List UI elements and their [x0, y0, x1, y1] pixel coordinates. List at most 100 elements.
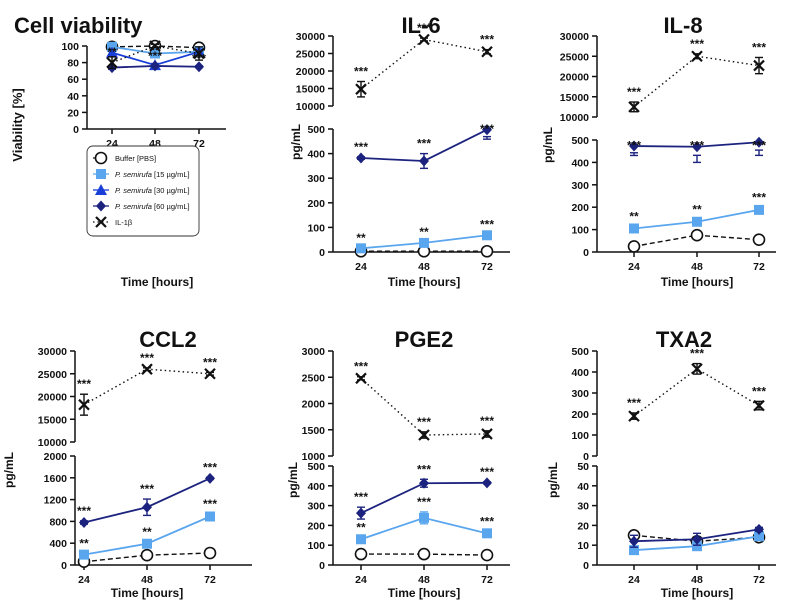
- panel-pge2-y-tick-label: 200: [307, 520, 325, 532]
- panel-il-6-significance-label: ***: [480, 122, 494, 136]
- panel-ccl2-il1b-point: [78, 398, 90, 411]
- panel-il-6-x-tick-label: 48: [418, 261, 430, 273]
- panel-txa2-y-tick-label: 50: [577, 461, 589, 473]
- panel-pge2-y-tick-label: 2000: [302, 399, 326, 411]
- panel-txa2-significance-label: ***: [690, 347, 704, 361]
- panel-pge2-il1b-line: [360, 377, 488, 436]
- panel-il-8-y-tick-label: 200: [571, 202, 589, 214]
- panel-il-8-significance-label: ***: [690, 37, 704, 51]
- panel-il-6-significance-label: **: [356, 231, 366, 245]
- panel-pge2-y-tick-label: 0: [319, 560, 325, 572]
- panel-txa2-ps60-point: [692, 533, 702, 545]
- panel-il-8-significance-label: ***: [690, 138, 704, 152]
- panel-il-8-xlabel: Time [hours]: [661, 275, 733, 289]
- legend-il1b-label: IL-1β: [115, 218, 133, 227]
- panel-il-6-y-tick-label: 15000: [296, 84, 325, 96]
- panel-il-6-significance-label: ***: [417, 137, 431, 151]
- panel-ccl2-significance-label: ***: [140, 482, 154, 496]
- panel-il-8-il1b-line: [633, 55, 760, 108]
- panel-pge2-x-tick-label: 24: [355, 574, 367, 586]
- panel-ccl2-y-tick-label: 15000: [38, 414, 67, 426]
- panel-pge2-y-tick-label: 1500: [302, 425, 326, 437]
- panel-il-8-il1b-point: [691, 50, 703, 63]
- panel-txa2-y-tick-label: 500: [571, 346, 589, 358]
- legend-box: [86, 145, 200, 237]
- panel-ccl2-ps60-point: [79, 516, 89, 528]
- panel-ccl2-buffer-point: [203, 546, 217, 560]
- panel-ccl2-significance-label: ***: [77, 504, 91, 518]
- panel-il-8-buffer-point: [690, 228, 704, 242]
- legend-buffer-text: Buffer [PBS]: [115, 154, 156, 163]
- panel-cell-viability-ylabel: Viability [%]: [10, 88, 25, 161]
- panel-il-8-il1b-point: [628, 101, 640, 113]
- panel-cell-viability-il1b-point: [106, 56, 118, 69]
- panel-ccl2-y-tick-label: 25000: [38, 369, 67, 381]
- panel-cell-viability-il1b-point: [193, 47, 205, 60]
- panel-ccl2-y-tick-label: 20000: [38, 392, 67, 404]
- panel-ccl2-y-tick-label: 400: [49, 538, 67, 550]
- panel-ccl2-il1b-point: [141, 363, 153, 375]
- panel-txa2-y-tick-label: 0: [583, 560, 589, 572]
- panel-ccl2-significance-label: ***: [77, 377, 91, 391]
- panel-pge2-il1b-point: [418, 429, 430, 441]
- panel-il-8-ylabel: pg/mL: [541, 127, 555, 163]
- legend-ps15-point: [96, 169, 106, 179]
- panel-il-8-x-tick-label: 48: [691, 261, 703, 273]
- panel-pge2-x-tick-label: 72: [481, 574, 493, 586]
- legend-ps60-italic-label: P. semirufa: [115, 202, 152, 211]
- panel-pge2-buffer-point: [417, 547, 431, 561]
- panel-pge2-y-tick-label: 100: [307, 540, 325, 552]
- panel-il-8-x-tick-label: 24: [628, 261, 640, 273]
- panel-il-8-significance-label: ***: [752, 191, 766, 205]
- panel-il-8-buffer-point: [752, 233, 766, 246]
- legend-buffer-label: Buffer [PBS]: [115, 154, 156, 163]
- panel-il-6-y-tick-label: 300: [307, 173, 325, 185]
- panel-pge2-ps15-point: [419, 512, 429, 523]
- panel-pge2-y-tick-label: 400: [307, 481, 325, 493]
- panel-txa2-il1b-line: [633, 368, 760, 417]
- panel-pge2-ps60-point: [356, 507, 366, 519]
- panel-ccl2-y-tick-label: 2000: [44, 451, 68, 463]
- panel-il-6-buffer-point: [480, 244, 494, 258]
- panel-il-6-y-tick-label: 30000: [296, 31, 325, 43]
- legend-ps30-text: [30 µg/mL]: [152, 186, 190, 195]
- panel-il-6-significance-label: ***: [480, 217, 494, 231]
- panel-il-8-y-tick-label: 20000: [560, 72, 589, 84]
- panel-txa2-y-tick-label: 20: [577, 520, 589, 532]
- panel-ccl2-buffer-line: [83, 552, 211, 563]
- panel-il-8-ps60-point: [754, 136, 764, 148]
- panel-txa2-ylabel: pg/mL: [546, 462, 560, 498]
- legend-ps15-text: [15 µg/mL]: [152, 170, 190, 179]
- panel-il-6-ps60-point: [419, 155, 429, 167]
- panel-pge2-significance-label: ***: [354, 490, 368, 504]
- panel-pge2-ps60-point: [419, 477, 429, 489]
- panel-txa2-y-tick-label: 10: [577, 540, 589, 552]
- panel-pge2-significance-label: ***: [417, 462, 431, 476]
- panel-il-6-y-tick-label: 100: [307, 222, 325, 234]
- legend-ps30-italic-label: P. semirufa: [115, 186, 152, 195]
- panel-il-6-il1b-point: [481, 45, 493, 58]
- panel-il-6-significance-label: ***: [480, 33, 494, 47]
- panel-il-8-y-tick-label: 15000: [560, 92, 589, 104]
- panel-txa2-y-tick-label: 100: [571, 430, 589, 442]
- panel-il-8-x-tick-label: 72: [753, 261, 765, 273]
- panel-cell-viability-significance-label: ***: [192, 52, 206, 66]
- panel-ccl2-ps15-point: [142, 538, 152, 549]
- panel-pge2-xlabel: Time [hours]: [388, 586, 460, 600]
- legend-il1b-point: [95, 216, 107, 228]
- panel-cell-viability-y-tick-label: 40: [67, 91, 79, 103]
- panel-il-8-ps15-point: [754, 204, 764, 215]
- panel-il-8-y-tick-label: 10000: [560, 112, 589, 124]
- panel-il-8-ps15-point: [629, 223, 639, 234]
- panel-il-8-ps60-point: [629, 140, 639, 152]
- panel-pge2-buffer-line: [361, 553, 488, 556]
- panel-il-6-y-tick-label: 400: [307, 149, 325, 161]
- panel-il-8-significance-label: ***: [752, 40, 766, 54]
- panel-cell-viability-significance-label: **: [150, 43, 160, 57]
- panel-ccl2-il1b-point: [204, 367, 216, 380]
- panel-pge2-significance-label: ***: [480, 514, 494, 528]
- panel-il-6-y-tick-label: 25000: [296, 49, 325, 61]
- panel-txa2-ps60-point: [754, 523, 764, 535]
- panel-txa2-x-tick-label: 48: [691, 574, 703, 586]
